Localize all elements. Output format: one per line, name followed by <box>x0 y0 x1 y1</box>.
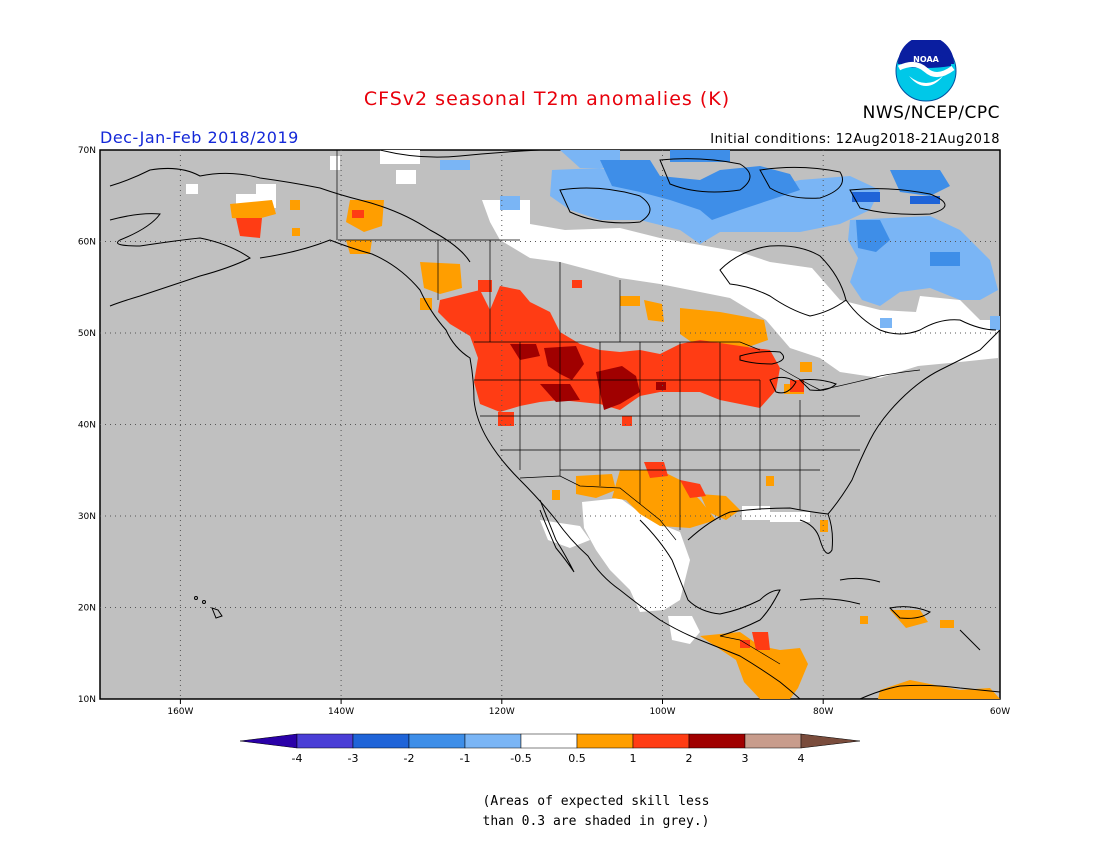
footnote-line-1: (Areas of expected skill less <box>482 794 710 809</box>
lon-label-80w: 80W <box>813 707 833 717</box>
lat-label-10: 10N <box>78 695 96 705</box>
colorbar-label: -0.5 <box>510 752 531 765</box>
lat-labels: 70N 60N 50N 40N 30N 20N 10N <box>78 146 96 705</box>
colorbar-cell-under <box>239 733 298 749</box>
skill-footnote: (Areas of expected skill less than 0.3 a… <box>0 792 1100 832</box>
footnote-line-2: than 0.3 are shaded in grey.) <box>482 814 710 829</box>
lon-label-120w: 120W <box>489 707 515 717</box>
colorbar-label: 3 <box>742 752 749 765</box>
lon-label-160w: 160W <box>167 707 193 717</box>
colorbar-cell <box>632 733 690 749</box>
colorbar-cell <box>464 733 522 749</box>
org-label: NWS/NCEP/CPC <box>862 103 1000 123</box>
lon-label-140w: 140W <box>328 707 354 717</box>
colorbar-label: 1 <box>630 752 637 765</box>
colorbar-label: 0.5 <box>568 752 586 765</box>
logo-text: NOAA <box>913 55 939 64</box>
colorbar-label: 2 <box>686 752 693 765</box>
lon-label-60w: 60W <box>990 707 1010 717</box>
colorbar-cell <box>408 733 466 749</box>
axis-ticks <box>179 699 824 704</box>
political-borders <box>336 150 921 665</box>
season-label: Dec-Jan-Feb 2018/2019 <box>100 128 299 147</box>
lat-label-70: 70N <box>78 146 96 156</box>
colorbar-cell <box>576 733 634 749</box>
colorbar-label: -1 <box>460 752 471 765</box>
colorbar-label: -3 <box>348 752 359 765</box>
colorbar-cell <box>352 733 410 749</box>
lat-label-40: 40N <box>78 421 96 431</box>
colorbar: -4 -3 -2 -1 -0.5 0.5 1 2 3 4 <box>239 733 861 765</box>
map-title: CFSv2 seasonal T2m anomalies (K) <box>363 88 731 110</box>
lon-labels: 160W 140W 120W 100W 80W 60W <box>167 707 1010 717</box>
lon-label-100w: 100W <box>649 707 675 717</box>
colorbar-label: 4 <box>798 752 805 765</box>
colorbar-cell <box>744 733 802 749</box>
lat-label-50: 50N <box>78 329 96 339</box>
colorbar-cell <box>520 733 578 749</box>
colorbar-cell <box>296 733 354 749</box>
coastlines <box>109 150 1000 699</box>
colorbar-cell <box>688 733 746 749</box>
lat-label-30: 30N <box>78 512 96 522</box>
noaa-logo: NOAA <box>895 40 957 102</box>
colorbar-label: -4 <box>292 752 303 765</box>
colorbar-label: -2 <box>404 752 415 765</box>
lat-label-60: 60N <box>78 238 96 248</box>
colorbar-cell-over <box>800 733 861 749</box>
gridlines <box>100 150 1000 699</box>
lat-label-20: 20N <box>78 604 96 614</box>
initial-conditions-label: Initial conditions: 12Aug2018-21Aug2018 <box>710 132 1000 147</box>
